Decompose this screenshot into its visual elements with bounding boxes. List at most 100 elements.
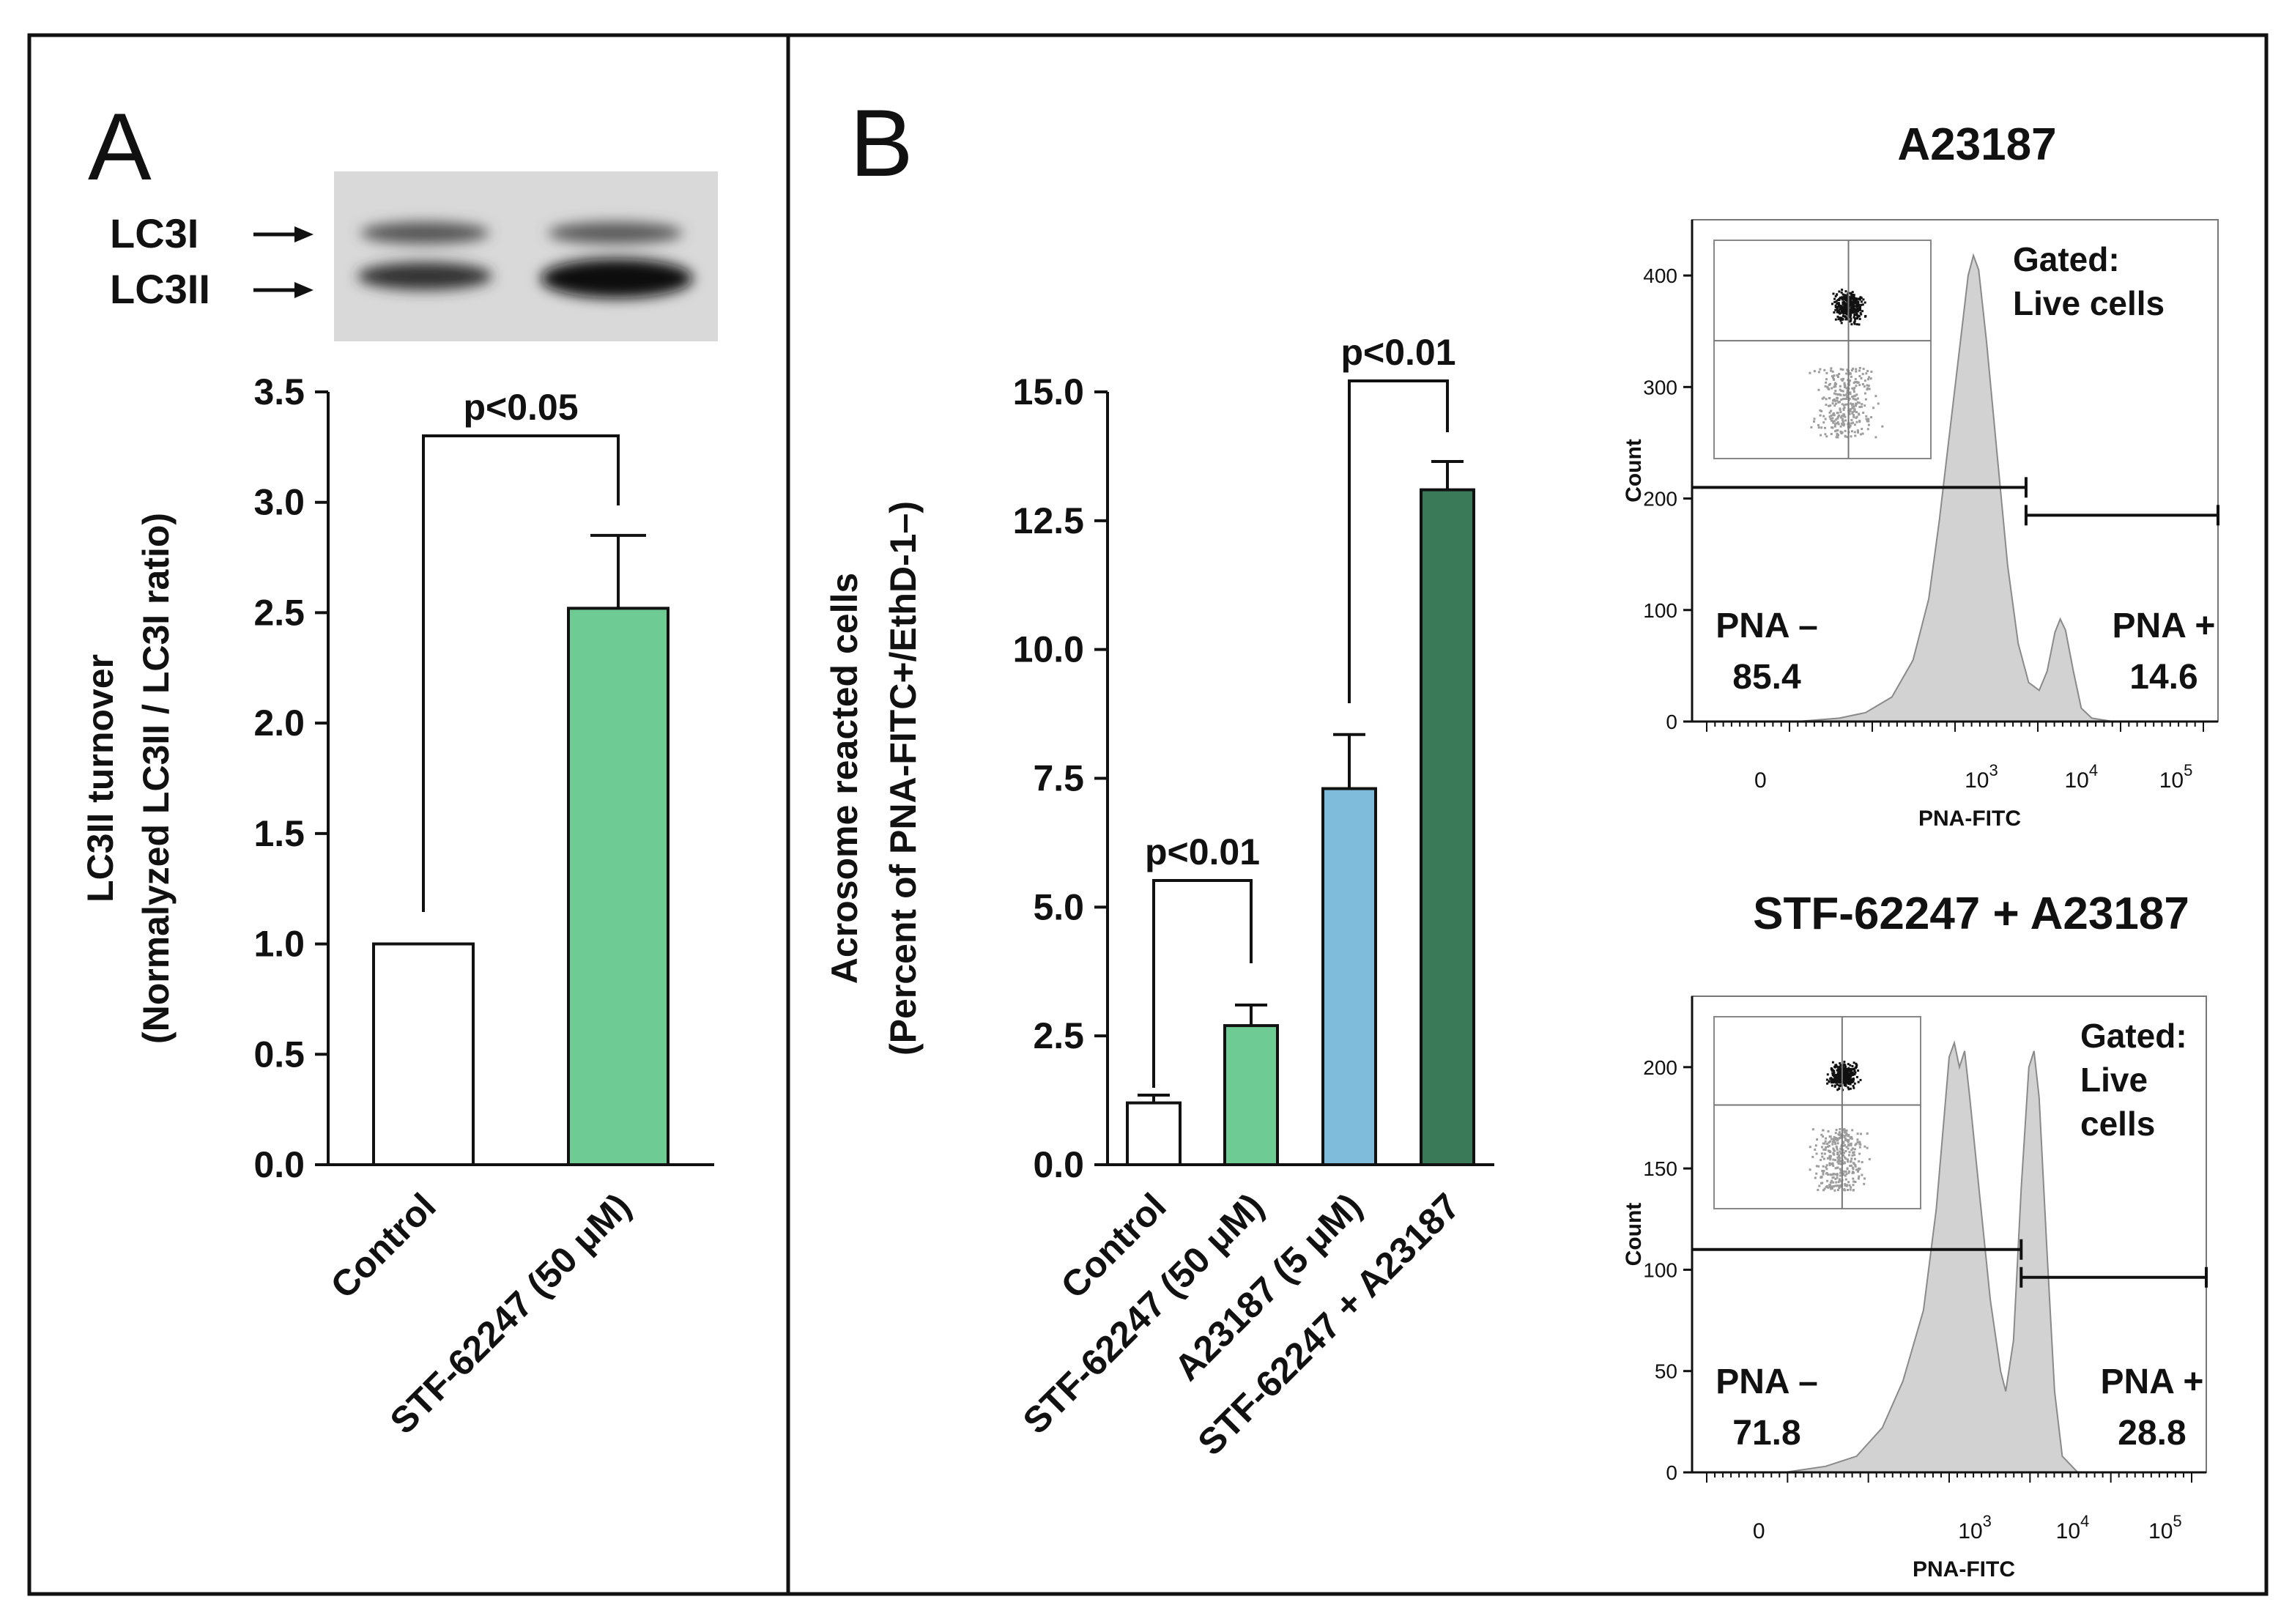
dot [1838, 401, 1841, 404]
dot [1853, 314, 1856, 317]
dot [1859, 1143, 1862, 1146]
dot [1836, 1151, 1839, 1154]
dot [1842, 297, 1845, 300]
dot [1853, 1073, 1856, 1076]
dot [1839, 393, 1842, 396]
dot [1834, 1184, 1837, 1187]
dot [1828, 1144, 1831, 1147]
dot [1809, 1146, 1811, 1149]
dot [1855, 393, 1858, 396]
dot [1831, 370, 1834, 373]
dot [1825, 435, 1828, 438]
dot [1844, 1076, 1847, 1078]
dot [1825, 1165, 1828, 1168]
dot [1854, 299, 1857, 302]
dot [1850, 1081, 1853, 1083]
dot [1855, 1075, 1858, 1078]
dot [1844, 434, 1847, 437]
bar [1223, 1024, 1279, 1166]
right-arrow-icon [253, 282, 314, 298]
dot [1845, 1069, 1848, 1072]
dot [1831, 1163, 1833, 1165]
histogram-x-label: PNA-FITC [1913, 1557, 2015, 1582]
dot [1836, 1089, 1839, 1091]
dot [1825, 381, 1828, 384]
dot [1850, 408, 1852, 411]
dot [1815, 1152, 1818, 1155]
dot [1864, 398, 1867, 401]
dot [1840, 389, 1843, 392]
dot [1831, 387, 1833, 390]
bar [372, 942, 475, 1166]
dot [1836, 1166, 1839, 1169]
dot [1843, 1152, 1845, 1154]
y-axis-label: LC3II turnover [80, 654, 121, 902]
dot [1858, 374, 1861, 377]
dot [1844, 1184, 1847, 1187]
y-tick-label: 3.5 [253, 371, 305, 412]
dot [1822, 1165, 1825, 1168]
dot [1814, 1176, 1817, 1179]
dot [1842, 1144, 1845, 1147]
dot [1834, 385, 1837, 388]
dot [1841, 311, 1843, 314]
dot [1858, 1175, 1861, 1178]
dot [1850, 1075, 1852, 1078]
histogram-x-tick-label: 103 [1965, 761, 1998, 793]
dot [1845, 1132, 1848, 1135]
dot [1845, 387, 1848, 390]
dot [1841, 422, 1844, 425]
dot [1845, 1070, 1848, 1073]
dot [1850, 305, 1853, 308]
dot [1852, 1080, 1855, 1083]
dot [1831, 402, 1834, 405]
dot [1830, 1077, 1833, 1080]
dot [1836, 1174, 1839, 1176]
dot [1851, 1171, 1854, 1174]
dot [1839, 1128, 1842, 1130]
dot [1837, 1181, 1840, 1184]
dot [1842, 413, 1845, 416]
dot [1852, 300, 1855, 303]
right-arrow-icon [253, 226, 314, 242]
bar [1126, 1101, 1182, 1166]
dot [1828, 404, 1831, 407]
dot [1854, 434, 1857, 437]
dot [1813, 420, 1815, 423]
dot [1848, 1154, 1850, 1157]
dot [1854, 1157, 1856, 1160]
dot [1822, 1173, 1825, 1176]
dot [1834, 1142, 1837, 1145]
dot [1836, 1075, 1839, 1078]
dot [1849, 320, 1852, 323]
dot [1843, 307, 1845, 310]
dot [1839, 1150, 1842, 1153]
dot [1846, 310, 1849, 313]
dot [1833, 1141, 1836, 1143]
pna-negative-value: 85.4 [1732, 658, 1801, 697]
dot [1858, 1141, 1861, 1144]
dot [1832, 1181, 1835, 1184]
dot [1857, 1069, 1860, 1072]
dot [1825, 1137, 1828, 1140]
dot [1838, 1154, 1840, 1157]
dot [1837, 1138, 1840, 1141]
dot [1843, 406, 1846, 409]
dot [1849, 1079, 1852, 1082]
dot [1848, 1184, 1851, 1187]
dot [1839, 1062, 1842, 1065]
histogram-y-label: Count [1622, 439, 1646, 503]
dot [1829, 1140, 1832, 1143]
dot [1831, 1173, 1834, 1176]
dot [1848, 292, 1851, 294]
dot [1825, 371, 1828, 374]
dot [1834, 382, 1836, 385]
dot [1854, 1164, 1857, 1167]
dot [1836, 1184, 1839, 1187]
dot [1839, 1157, 1842, 1160]
histogram-x-tick-label: 0 [1754, 768, 1767, 793]
dot [1848, 1076, 1851, 1079]
dot [1829, 1157, 1832, 1160]
dot [1846, 1075, 1849, 1078]
dot [1863, 1145, 1866, 1148]
